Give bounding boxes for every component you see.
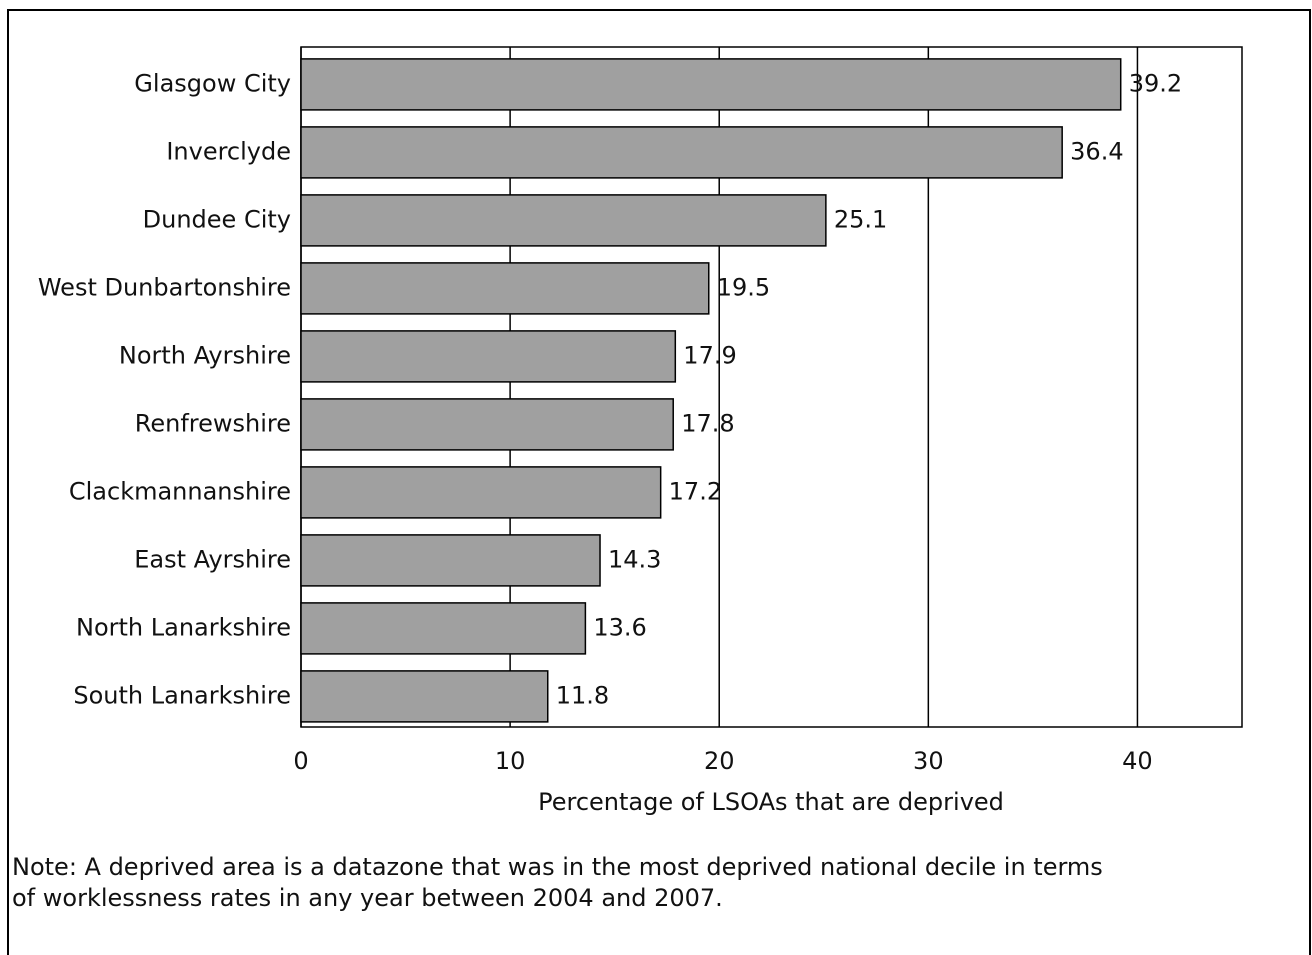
y-tick-label: Renfrewshire bbox=[135, 409, 291, 437]
bar bbox=[300, 534, 601, 587]
value-label: 17.9 bbox=[683, 341, 736, 369]
bar bbox=[300, 670, 549, 723]
y-tick-label: Glasgow City bbox=[134, 69, 291, 97]
y-tick-label: West Dunbartonshire bbox=[38, 273, 291, 301]
bar bbox=[300, 262, 710, 315]
value-label: 17.2 bbox=[669, 477, 722, 505]
value-label: 39.2 bbox=[1129, 69, 1182, 97]
x-tick-label: 10 bbox=[495, 747, 526, 775]
value-label: 17.8 bbox=[681, 409, 734, 437]
bar bbox=[300, 466, 662, 519]
y-tick-label: Clackmannanshire bbox=[69, 477, 291, 505]
bar bbox=[300, 330, 677, 383]
y-tick-label: North Lanarkshire bbox=[76, 613, 291, 641]
frame bbox=[7, 9, 1311, 955]
x-tick-label: 30 bbox=[913, 747, 944, 775]
x-tick-label: 40 bbox=[1122, 747, 1153, 775]
bar bbox=[300, 602, 587, 655]
y-tick-label: Dundee City bbox=[143, 205, 291, 233]
y-tick-label: North Ayrshire bbox=[119, 341, 291, 369]
value-label: 36.4 bbox=[1070, 137, 1123, 165]
value-label: 13.6 bbox=[593, 613, 646, 641]
bar bbox=[300, 398, 674, 451]
y-tick-label: Inverclyde bbox=[166, 137, 291, 165]
y-tick-label: East Ayrshire bbox=[134, 545, 291, 573]
value-label: 14.3 bbox=[608, 545, 661, 573]
note: of worklessness rates in any year betwee… bbox=[12, 884, 723, 912]
value-label: 19.5 bbox=[717, 273, 770, 301]
bar bbox=[300, 58, 1122, 111]
note: Note: A deprived area is a datazone that… bbox=[12, 853, 1103, 881]
bar bbox=[300, 126, 1063, 179]
value-label: 25.1 bbox=[834, 205, 887, 233]
x-tick-label: 20 bbox=[704, 747, 735, 775]
x-tick-label: 0 bbox=[293, 747, 308, 775]
bar bbox=[300, 194, 827, 247]
x-axis-label: Percentage of LSOAs that are deprived bbox=[538, 788, 1004, 816]
value-label: 11.8 bbox=[556, 681, 609, 709]
y-tick-label: South Lanarkshire bbox=[73, 681, 291, 709]
